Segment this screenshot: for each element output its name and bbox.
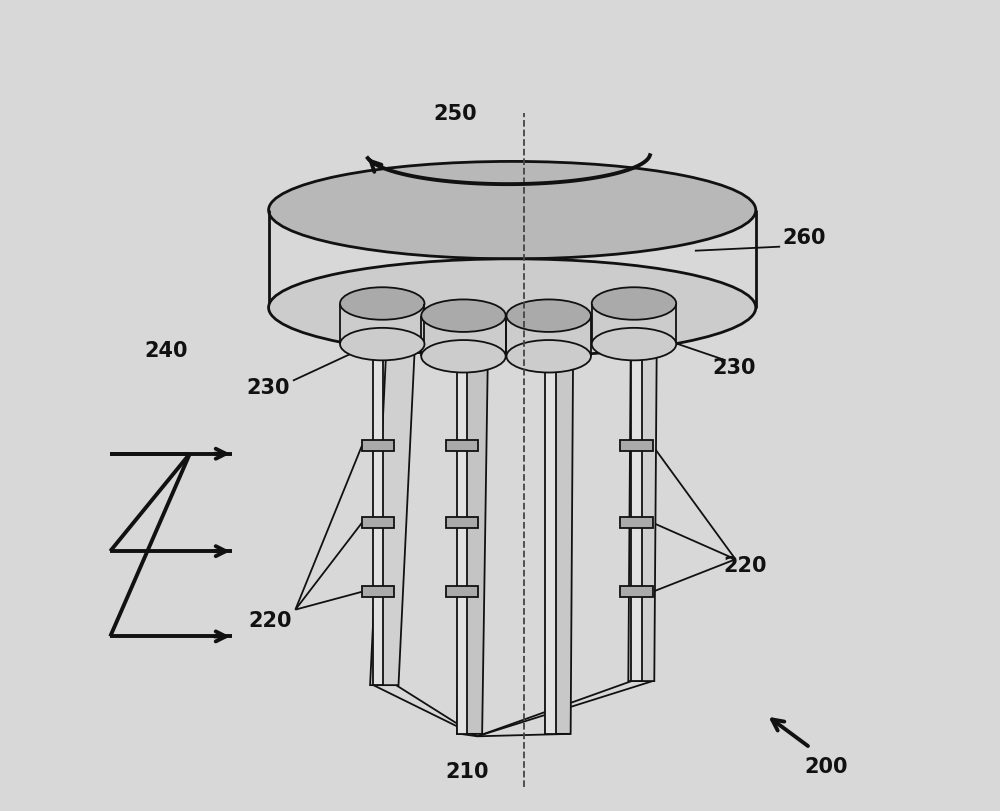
Text: 210: 210	[446, 761, 489, 781]
Bar	[631, 343, 642, 681]
Bar	[362, 440, 394, 452]
Ellipse shape	[421, 300, 506, 333]
Text: 240: 240	[144, 341, 188, 361]
Ellipse shape	[340, 288, 424, 320]
Polygon shape	[457, 358, 488, 734]
Ellipse shape	[592, 288, 676, 320]
Ellipse shape	[269, 260, 756, 357]
Bar	[545, 355, 556, 734]
Ellipse shape	[506, 341, 591, 373]
Bar	[362, 517, 394, 529]
Bar	[620, 517, 653, 529]
Text: 220: 220	[723, 556, 767, 576]
Ellipse shape	[506, 300, 591, 333]
Bar	[620, 440, 653, 452]
Bar	[620, 586, 653, 598]
Bar	[362, 586, 394, 598]
Bar	[446, 586, 478, 598]
Ellipse shape	[592, 328, 676, 361]
Bar	[446, 440, 478, 452]
Text: 230: 230	[713, 357, 756, 377]
Ellipse shape	[340, 328, 424, 361]
Bar	[457, 355, 467, 734]
Ellipse shape	[269, 162, 756, 260]
Polygon shape	[370, 349, 415, 685]
Text: 200: 200	[804, 756, 848, 776]
Polygon shape	[545, 358, 573, 734]
Text: 260: 260	[783, 227, 826, 247]
Ellipse shape	[421, 341, 506, 373]
Bar	[446, 517, 478, 529]
Bar	[373, 343, 383, 685]
Polygon shape	[628, 349, 657, 681]
Text: 220: 220	[248, 610, 292, 630]
Text: 230: 230	[247, 377, 290, 397]
Text: 250: 250	[433, 104, 477, 124]
